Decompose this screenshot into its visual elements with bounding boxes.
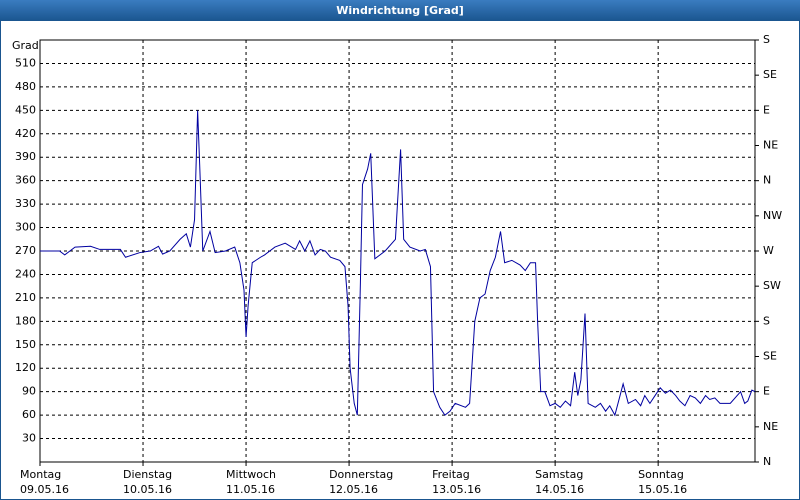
x-tick-label: Montag (20, 468, 61, 481)
y-tick-label: 60 (22, 408, 36, 421)
y-tick-label: 420 (15, 127, 36, 140)
x-tick-label: Sonntag (638, 468, 684, 481)
y-tick-label: 480 (15, 80, 36, 93)
y2-tick-label: E (763, 385, 770, 398)
y-tick-label: 300 (15, 221, 36, 234)
y-tick-label: 450 (15, 103, 36, 116)
y2-tick-label: SE (763, 68, 777, 81)
y2-tick-label: N (763, 455, 771, 468)
data-line (40, 110, 756, 417)
y-tick-label: 90 (22, 385, 36, 398)
x-tick-date: 12.05.16 (329, 483, 378, 496)
y-axis-label: Grad (12, 39, 39, 52)
x-tick-date: 14.05.16 (535, 483, 584, 496)
y2-tick-label: SE (763, 350, 777, 363)
y-tick-label: 270 (15, 244, 36, 257)
title-bar (0, 0, 800, 21)
x-tick-date: 11.05.16 (226, 483, 275, 496)
y2-tick-label: NW (763, 209, 782, 222)
x-tick-label: Dienstag (123, 468, 172, 481)
y2-tick-label: NE (763, 139, 778, 152)
x-tick-date: 09.05.16 (20, 483, 69, 496)
y2-tick-label: E (763, 103, 770, 116)
y-tick-label: 120 (15, 361, 36, 374)
x-tick-label: Mittwoch (226, 468, 276, 481)
y-tick-label: 30 (22, 432, 36, 445)
y2-tick-label: SW (763, 279, 781, 292)
y2-tick-label: W (763, 244, 774, 257)
y2-tick-label: S (763, 314, 770, 327)
x-tick-date: 15.05.16 (638, 483, 687, 496)
y-tick-label: 210 (15, 291, 36, 304)
y2-tick-label: N (763, 174, 771, 187)
x-tick-date: 13.05.16 (432, 483, 481, 496)
y-tick-label: 180 (15, 314, 36, 327)
y2-tick-label: NE (763, 420, 778, 433)
y2-tick-label: S (763, 33, 770, 46)
y-tick-label: 150 (15, 338, 36, 351)
x-tick-date: 10.05.16 (123, 483, 172, 496)
x-tick-label: Donnerstag (329, 468, 393, 481)
y-tick-label: 330 (15, 197, 36, 210)
x-tick-label: Samstag (535, 468, 583, 481)
chart-title: Windrichtung [Grad] (336, 4, 464, 17)
x-tick-label: Freitag (432, 468, 470, 481)
y-tick-label: 510 (15, 56, 36, 69)
y-tick-label: 360 (15, 174, 36, 187)
y-tick-label: 240 (15, 267, 36, 280)
y-tick-label: 390 (15, 150, 36, 163)
